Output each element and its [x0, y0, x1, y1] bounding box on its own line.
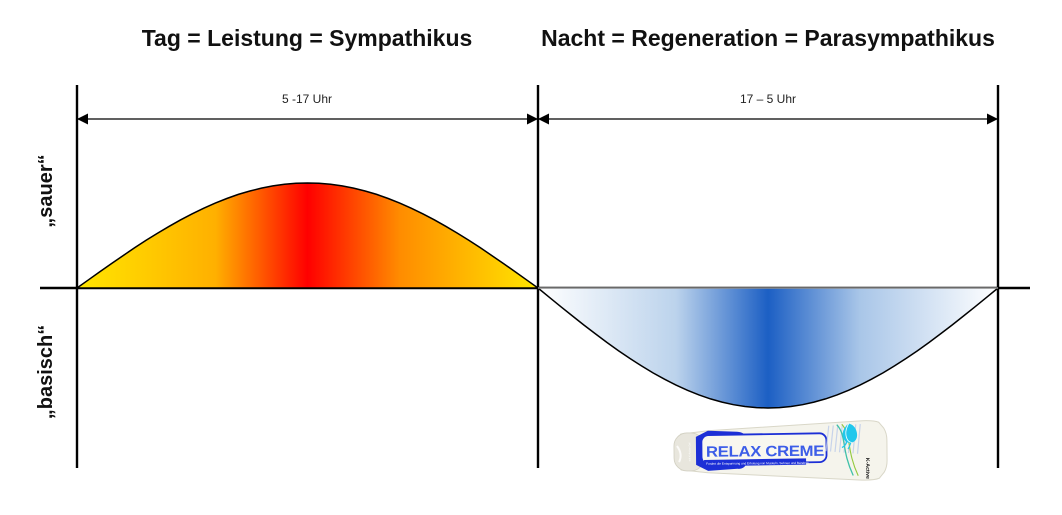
svg-text:„basisch“: „basisch“: [35, 325, 57, 419]
svg-text:mit K-Active Gel: mit K-Active Gel: [687, 442, 691, 461]
svg-text:Tag = Leistung = Sympathikus: Tag = Leistung = Sympathikus: [142, 25, 473, 51]
svg-text:5 -17 Uhr: 5 -17 Uhr: [282, 92, 332, 106]
svg-text:„sauer“: „sauer“: [35, 154, 57, 227]
svg-text:K-Active: K-Active: [864, 458, 870, 479]
svg-text:Nacht = Regeneration = Parasym: Nacht = Regeneration = Parasympathikus: [541, 25, 995, 51]
svg-text:17 – 5 Uhr: 17 – 5 Uhr: [740, 92, 796, 106]
svg-text:RELAX CREME: RELAX CREME: [706, 443, 824, 461]
